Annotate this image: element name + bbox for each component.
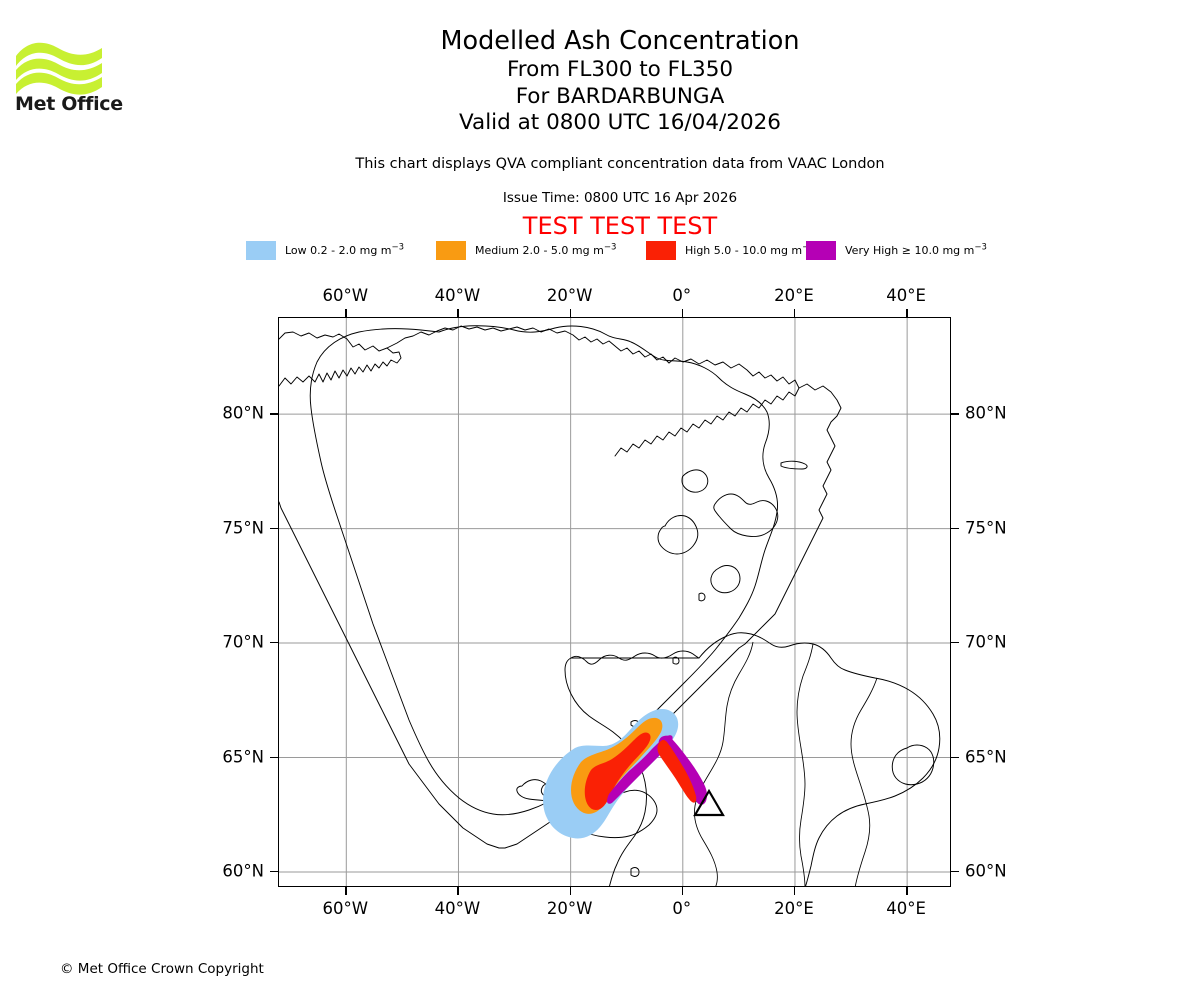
axis-label-bottom-lon-0: 60°W [322, 899, 369, 918]
axis-label-top-lon-3: 0° [672, 286, 692, 305]
logo-waves-icon [16, 42, 102, 95]
tick-left-lat-0 [270, 413, 278, 415]
tick-top-lon-5 [906, 309, 908, 317]
legend-label-2: High 5.0 - 10.0 mg m−3 [685, 243, 815, 257]
tick-top-lon-0 [345, 309, 347, 317]
map-canvas [279, 318, 950, 886]
axis-label-bottom-lon-5: 40°E [886, 899, 926, 918]
page-title-block: Modelled Ash Concentration From FL300 to… [140, 26, 1100, 137]
axis-label-bottom-lon-3: 0° [672, 899, 692, 918]
tick-top-lon-2 [569, 309, 572, 317]
axis-label-right-lat-2: 70°N [965, 632, 1007, 652]
legend-swatch-3 [806, 240, 836, 260]
border-finland-russia [850, 677, 878, 886]
met-office-logo: Met Office [14, 28, 134, 116]
ash-concentration-map: 60°W 60°W 40°W 40°W 20°W 20°W 0° 0° 20°E 20°E 40°E… [222, 286, 1006, 918]
coast-kongsoya [780, 460, 808, 470]
coast-hopen [698, 592, 706, 602]
axis-label-right-lat-3: 65°N [965, 747, 1007, 767]
coast-greenland-north [386, 325, 670, 364]
axis-label-top-lon-2: 20°W [546, 286, 593, 305]
legend-item-0: Low 0.2 - 2.0 mg m−3 [246, 238, 404, 262]
tick-left-lat-3 [270, 756, 278, 758]
plume-high-contour [584, 732, 651, 810]
axis-label-left-lat-2: 70°N [222, 632, 264, 652]
tick-top-lon-1 [457, 309, 459, 317]
border-sweden-finland [796, 643, 814, 886]
tick-right-lat-2 [951, 642, 959, 644]
page-title: Modelled Ash Concentration [440, 26, 800, 56]
tick-bottom-lon-2 [569, 887, 572, 895]
tick-bottom-lon-4 [793, 887, 796, 895]
axis-label-top-lon-1: 40°W [434, 286, 481, 305]
tick-right-lat-4 [951, 870, 959, 873]
coast-nordaustlandet [681, 469, 709, 493]
logo-text: Met Office [15, 93, 123, 115]
legend-label-0: Low 0.2 - 2.0 mg m−3 [285, 241, 405, 257]
axis-label-top-lon-4: 20°E [774, 286, 814, 305]
tick-bottom-lon-5 [906, 887, 908, 895]
coast-svalbard [657, 460, 808, 665]
legend-swatch-0 [246, 240, 276, 260]
coast-faroe-islands [630, 867, 640, 877]
legend-item-1: Medium 2.0 - 5.0 mg m−3 [436, 238, 616, 262]
tick-left-lat-4 [270, 870, 278, 873]
tick-bottom-lon-0 [345, 887, 347, 895]
title-valid-time: Valid at 0800 UTC 16/04/2026 [458, 110, 781, 135]
legend-label-3: Very High ≥ 10.0 mg m−3 [845, 241, 987, 257]
tick-bottom-lon-1 [457, 887, 459, 895]
border-norway-sweden [694, 641, 754, 886]
axis-label-right-lat-0: 80°N [965, 403, 1007, 423]
coast-spitsbergen [713, 493, 779, 538]
coast-white-sea [891, 744, 935, 786]
ash-plume [543, 709, 708, 839]
legend-item-3: Very High ≥ 10.0 mg m−3 [806, 238, 987, 262]
legend-label-1: Medium 2.0 - 5.0 mg m−3 [475, 241, 617, 257]
tick-left-lat-1 [270, 527, 278, 529]
volcano-marker [693, 788, 725, 817]
title-flight-levels: From FL300 to FL350 [506, 57, 734, 82]
met-office-logo-svg: Met Office [15, 42, 123, 115]
axis-label-right-lat-4: 60°N [965, 861, 1007, 881]
test-banner: TEST TEST TEST [522, 212, 718, 240]
coast-bjornoya [672, 656, 680, 665]
tick-right-lat-1 [951, 527, 959, 529]
axis-label-left-lat-0: 80°N [222, 403, 264, 423]
axis-label-right-lat-1: 75°N [965, 518, 1007, 538]
axis-label-left-lat-1: 75°N [222, 518, 264, 538]
tick-right-lat-0 [951, 413, 959, 415]
concentration-legend: Low 0.2 - 2.0 mg m−3 Medium 2.0 - 5.0 mg … [246, 238, 996, 262]
coast-greenland-outline [309, 325, 778, 816]
tick-right-lat-3 [951, 756, 959, 758]
axis-label-top-lon-5: 40°E [886, 286, 926, 305]
coast-svalbard-west [657, 515, 699, 555]
legend-swatch-2 [646, 240, 676, 260]
axis-label-bottom-lon-2: 20°W [546, 899, 593, 918]
axis-label-bottom-lon-4: 20°E [774, 899, 814, 918]
axis-label-bottom-lon-1: 40°W [434, 899, 481, 918]
tick-bottom-lon-3 [681, 887, 684, 895]
axis-label-top-lon-0: 60°W [322, 286, 369, 305]
coast-edgeoya [710, 565, 741, 594]
copyright-text: © Met Office Crown Copyright [60, 961, 264, 977]
qva-note: This chart displays QVA compliant concen… [355, 156, 885, 172]
coast-greenland [279, 331, 402, 387]
plume-tail-high [657, 739, 697, 803]
legend-item-2: High 5.0 - 10.0 mg m−3 [646, 238, 815, 262]
coast-norway-fjords [570, 650, 700, 665]
axis-label-left-lat-4: 60°N [222, 861, 264, 881]
coast-greenland-northeast [614, 357, 800, 457]
axis-label-left-lat-3: 65°N [222, 747, 264, 767]
title-volcano: For BARDARBUNGA [515, 83, 725, 109]
issue-time: Issue Time: 0800 UTC 16 Apr 2026 [502, 190, 738, 206]
map-frame [278, 317, 951, 887]
plume-veryhigh-contour [607, 735, 673, 804]
tick-top-lon-4 [793, 309, 796, 317]
grid-lines [279, 318, 950, 886]
tick-top-lon-3 [681, 309, 684, 317]
tick-left-lat-2 [270, 642, 278, 644]
legend-swatch-1 [436, 240, 466, 260]
